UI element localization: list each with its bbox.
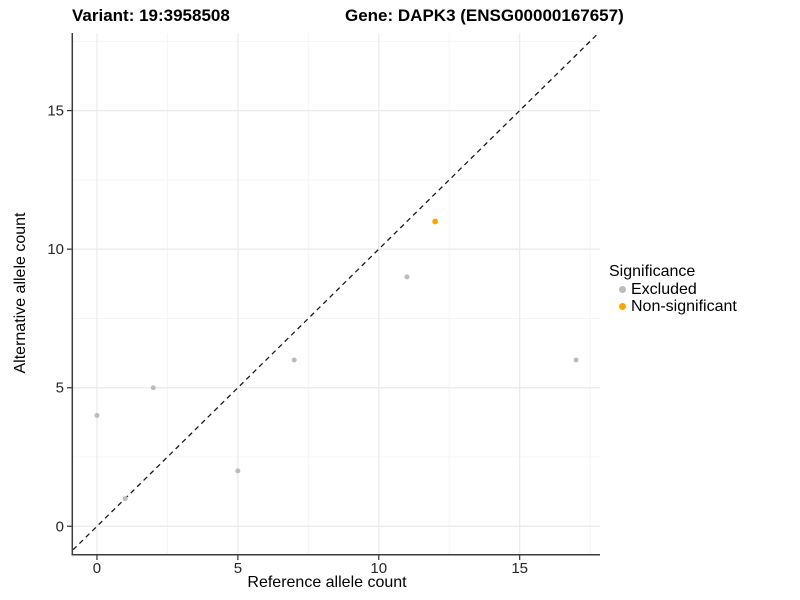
y-axis-title: Alternative allele count: [12, 212, 29, 374]
y-tick-label: 10: [47, 241, 64, 258]
data-point-excluded: [122, 496, 128, 502]
legend-item-label: Non-significant: [631, 298, 737, 315]
x-tick-label: 10: [370, 560, 387, 577]
data-point-non-significant: [432, 218, 439, 225]
x-tick-label: 0: [93, 560, 101, 577]
legend-title: Significance: [609, 263, 696, 280]
data-point-excluded: [94, 412, 100, 418]
data-point-excluded: [404, 274, 410, 280]
legend: Significance Excluded Non-significant: [607, 262, 737, 315]
legend-item-label: Excluded: [631, 281, 697, 298]
data-point-excluded: [291, 357, 297, 363]
non-significant-swatch-icon: [619, 303, 626, 310]
excluded-swatch-icon: [619, 286, 626, 293]
y-tick-label: 15: [47, 103, 64, 120]
plot-title-gene: Gene: DAPK3 (ENSG00000167657): [345, 6, 624, 25]
data-point-excluded: [150, 385, 156, 391]
legend-item: Excluded: [607, 281, 737, 298]
x-tick-label: 15: [511, 560, 528, 577]
legend-item: Non-significant: [607, 298, 737, 315]
x-axis-title: Reference allele count: [247, 574, 407, 591]
data-point-excluded: [235, 468, 241, 474]
identity-line: [72, 32, 600, 551]
data-point-excluded: [573, 357, 579, 363]
plot-title-variant: Variant: 19:3958508: [72, 6, 230, 25]
x-tick-label: 5: [234, 560, 242, 577]
y-tick-label: 5: [56, 380, 64, 397]
y-tick-label: 0: [56, 518, 64, 535]
